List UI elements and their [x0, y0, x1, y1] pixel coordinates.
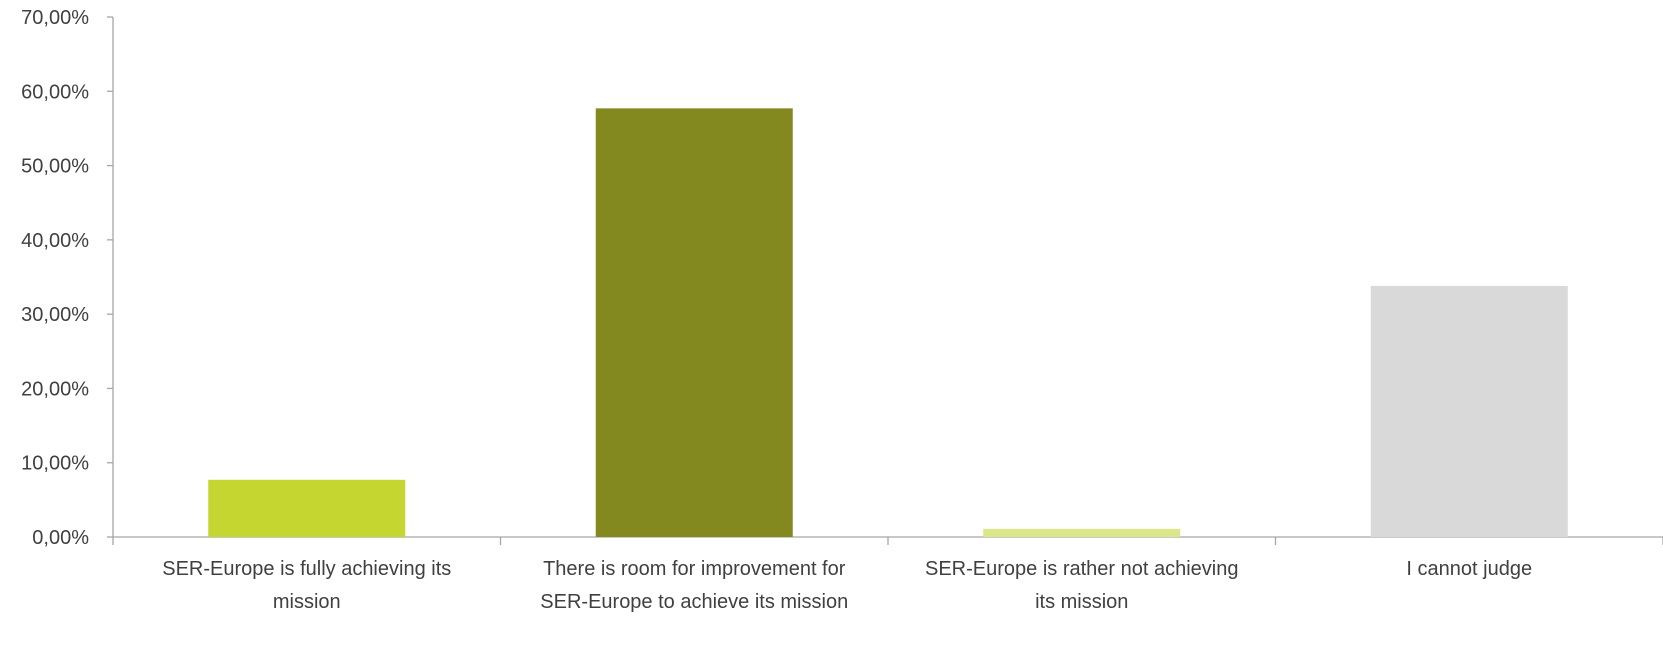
y-tick-label: 50,00%: [21, 156, 89, 178]
category-labels: SER-Europe is fully achieving its mission…: [162, 558, 1532, 613]
x-category-label-line: SER-Europe is rather not achieving: [925, 558, 1239, 580]
y-tick-label: 70,00%: [21, 7, 89, 29]
x-category-label-line: There is room for improvement for: [543, 558, 846, 580]
x-category-label-line: SER-Europe is fully achieving its: [162, 558, 451, 580]
bar: [1370, 285, 1568, 537]
y-tick-label: 20,00%: [21, 378, 89, 400]
y-tick-label: 60,00%: [21, 81, 89, 103]
y-tick-label: 30,00%: [21, 304, 89, 326]
y-axis: 0,00% 10,00% 20,00% 30,00% 40,00% 50,00% 60,00…: [21, 7, 114, 549]
bars: [208, 108, 1568, 537]
x-category-label-line: mission: [273, 591, 341, 613]
bar: [595, 108, 793, 537]
y-tick-label: 0,00%: [32, 527, 89, 549]
x-category-label: There is room for improvement for SER-Eur…: [540, 558, 848, 613]
y-tick-label: 10,00%: [21, 453, 89, 475]
x-category-label-line: SER-Europe to achieve its mission: [540, 591, 848, 613]
x-category-label: I cannot judge: [1406, 558, 1532, 580]
x-category-label: SER-Europe is rather not achieving its mi…: [925, 558, 1239, 613]
x-axis: [112, 536, 1663, 545]
bar: [208, 479, 406, 537]
x-category-label: SER-Europe is fully achieving its mission: [162, 558, 451, 613]
x-category-label-line: I cannot judge: [1406, 558, 1532, 580]
x-category-label-line: its mission: [1035, 591, 1128, 613]
bar: [983, 528, 1181, 537]
y-tick-label: 40,00%: [21, 230, 89, 252]
